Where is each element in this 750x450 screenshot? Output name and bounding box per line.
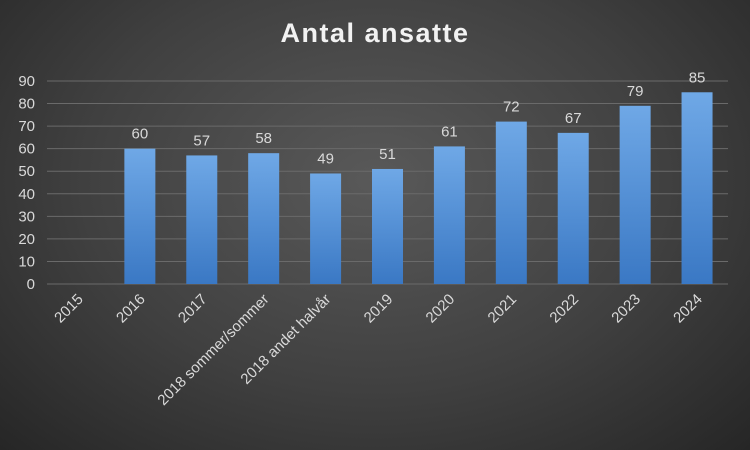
x-tick-label: 2018 sommer/sommer xyxy=(154,291,272,409)
data-label: 49 xyxy=(317,150,334,167)
y-tick-label: 90 xyxy=(18,73,35,90)
x-tick-label: 2021 xyxy=(485,291,521,327)
y-tick-label: 0 xyxy=(27,276,35,293)
data-label: 57 xyxy=(193,132,210,149)
data-label: 67 xyxy=(565,110,582,127)
data-label: 79 xyxy=(627,83,644,100)
data-label: 61 xyxy=(441,123,458,140)
y-tick-label: 20 xyxy=(18,231,35,248)
data-label: 72 xyxy=(503,99,520,116)
x-tick-label: 2016 xyxy=(113,291,149,327)
bar xyxy=(681,92,713,285)
bar xyxy=(186,155,218,284)
bars xyxy=(124,92,713,285)
y-tick-label: 30 xyxy=(18,208,35,225)
x-tick-label: 2023 xyxy=(608,291,644,327)
bar xyxy=(433,146,465,284)
x-tick-label: 2015 xyxy=(51,291,87,327)
bar xyxy=(248,153,280,284)
x-tick-label: 2019 xyxy=(361,291,397,327)
data-label: 85 xyxy=(689,69,706,86)
data-label: 51 xyxy=(379,146,396,163)
data-label: 60 xyxy=(132,126,149,143)
y-tick-label: 80 xyxy=(18,96,35,113)
data-labels: 60 57 58 49 51 61 72 67 79 85 xyxy=(132,69,706,167)
bar xyxy=(372,168,403,284)
y-tick-label: 40 xyxy=(18,186,35,203)
x-tick-label: 2020 xyxy=(423,291,459,327)
bar xyxy=(124,148,156,284)
x-tick-label: 2022 xyxy=(546,291,582,327)
x-tick-label: 2017 xyxy=(175,291,211,327)
bar xyxy=(495,121,527,284)
x-tick-label: 2024 xyxy=(670,291,706,327)
y-tick-label: 50 xyxy=(18,163,35,180)
data-label: 58 xyxy=(255,130,272,147)
bar xyxy=(310,173,342,284)
y-tick-label: 60 xyxy=(18,141,35,158)
chart-title: Antal ansatte xyxy=(280,18,470,48)
bar xyxy=(557,132,589,284)
y-tick-label: 10 xyxy=(18,253,35,270)
y-tick-label: 70 xyxy=(18,118,35,135)
bar xyxy=(619,105,651,284)
y-axis: 0 10 20 30 40 50 60 70 80 90 xyxy=(18,73,35,293)
